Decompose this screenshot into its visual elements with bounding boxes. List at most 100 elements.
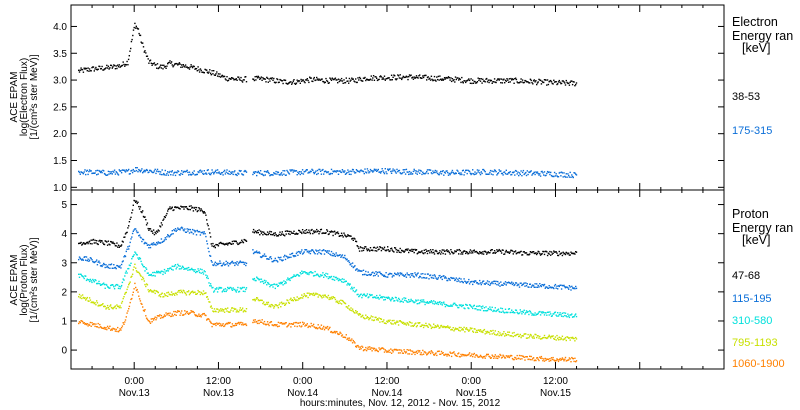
data-point	[313, 294, 315, 297]
data-point	[339, 170, 341, 172]
data-point	[383, 246, 386, 248]
data-point	[363, 293, 365, 295]
data-point	[146, 222, 149, 224]
data-point	[369, 247, 372, 249]
data-point	[149, 169, 151, 172]
data-point	[519, 333, 521, 336]
data-point	[443, 174, 445, 176]
data-point	[450, 277, 453, 279]
data-point	[218, 75, 220, 78]
data-point	[411, 173, 414, 175]
data-point	[330, 296, 333, 298]
data-point	[387, 168, 389, 170]
data-point	[86, 70, 88, 72]
data-point	[155, 64, 157, 66]
data-point	[190, 291, 192, 294]
data-point	[516, 81, 518, 83]
data-point	[181, 292, 184, 294]
data-point	[181, 170, 183, 172]
data-point	[469, 82, 472, 84]
data-point	[571, 313, 573, 315]
data-point	[467, 354, 469, 356]
data-point	[472, 79, 474, 81]
xtick-date-label: Nov.14	[287, 388, 318, 399]
data-point	[383, 322, 386, 324]
data-point	[433, 354, 435, 356]
data-point	[371, 294, 373, 296]
data-point	[230, 78, 232, 80]
data-point	[393, 319, 395, 322]
data-point	[294, 170, 296, 172]
data-point	[366, 293, 369, 295]
data-point	[362, 77, 365, 79]
data-point	[368, 172, 370, 174]
data-point	[280, 259, 283, 261]
data-point	[308, 252, 310, 254]
data-point	[570, 176, 572, 178]
data-point	[330, 79, 333, 81]
data-point	[454, 172, 457, 174]
data-point	[441, 170, 443, 173]
data-point	[209, 320, 211, 322]
data-point	[379, 172, 382, 174]
data-point	[550, 286, 552, 288]
data-point	[358, 346, 360, 348]
data-point	[468, 79, 471, 82]
data-point	[566, 316, 568, 318]
data-point	[210, 172, 212, 174]
data-point	[145, 317, 148, 319]
data-point	[372, 347, 374, 349]
data-point	[105, 283, 107, 286]
data-point	[527, 333, 529, 336]
data-point	[493, 170, 495, 173]
data-point	[471, 82, 473, 85]
data-point	[245, 171, 248, 173]
data-point	[562, 315, 564, 318]
data-point	[515, 78, 518, 81]
data-point	[119, 245, 121, 247]
data-point	[489, 306, 491, 308]
data-point	[167, 270, 170, 272]
data-point	[443, 250, 446, 252]
data-point	[388, 349, 390, 351]
data-point	[153, 271, 156, 274]
data-point	[209, 255, 212, 257]
data-point	[372, 296, 375, 299]
data-point	[89, 257, 92, 259]
data-point	[485, 251, 487, 253]
data-point	[323, 276, 325, 278]
data-point	[286, 299, 288, 301]
data-point	[181, 291, 183, 293]
data-point	[131, 275, 133, 277]
data-point	[461, 253, 464, 255]
data-point	[100, 304, 102, 306]
data-point	[257, 232, 259, 234]
data-point	[189, 269, 191, 271]
data-point	[563, 253, 565, 255]
data-point	[415, 322, 417, 324]
data-point	[188, 174, 190, 176]
data-point	[156, 291, 159, 293]
data-point	[191, 206, 194, 209]
data-point	[227, 323, 229, 325]
data-point	[169, 206, 171, 208]
data-point	[415, 299, 417, 301]
data-point	[266, 258, 269, 260]
data-point	[214, 246, 216, 249]
data-point	[462, 354, 464, 356]
data-point	[358, 76, 361, 79]
data-point	[317, 249, 319, 252]
data-point	[291, 299, 294, 301]
data-point	[351, 237, 354, 240]
data-point	[359, 313, 362, 316]
data-point	[537, 335, 539, 337]
data-point	[365, 314, 367, 316]
data-point	[359, 346, 362, 348]
data-point	[282, 323, 284, 325]
data-point	[536, 83, 538, 86]
data-point	[514, 251, 516, 253]
data-point	[306, 323, 308, 325]
data-point	[323, 274, 326, 276]
data-point	[480, 331, 482, 333]
data-point	[159, 242, 162, 244]
